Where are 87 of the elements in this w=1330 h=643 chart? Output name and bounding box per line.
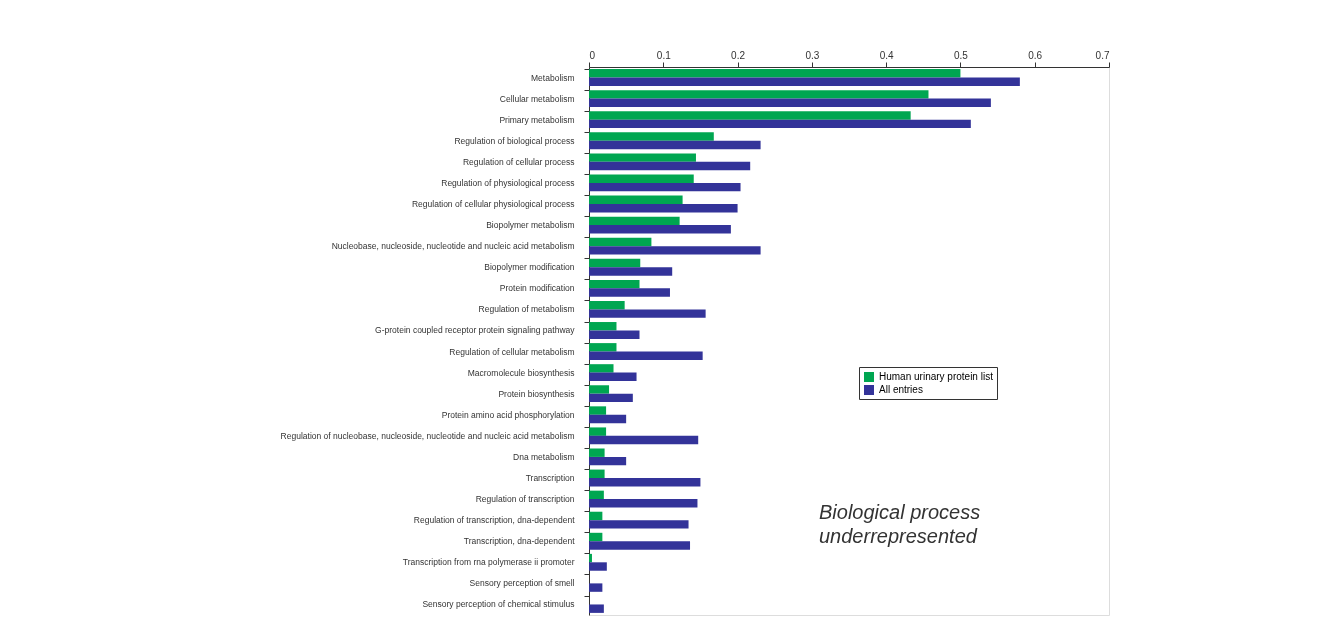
legend-label: Human urinary protein list [879, 371, 994, 382]
annotation: Biological process underrepresented [819, 501, 981, 547]
bar [589, 132, 714, 141]
y-tick-label: Transcription [525, 473, 575, 483]
bar [589, 511, 603, 521]
bar [589, 246, 761, 255]
bar [589, 385, 610, 394]
bar [589, 583, 603, 592]
y-tick-label: Regulation of metabolism [478, 304, 575, 315]
bar [589, 520, 689, 529]
bar [589, 414, 627, 424]
bar [589, 562, 607, 571]
y-tick-label: G-protein coupled receptor protein signaling pathway [375, 325, 576, 336]
bar [589, 288, 670, 297]
y-tick-label: Regulation of nucleobase, nucleoside, nucleotide and nucleic acid metabolism [280, 430, 575, 441]
bar [589, 182, 741, 192]
x-tick-label: 0.7 [1095, 49, 1110, 61]
bar [589, 490, 604, 500]
x-tick-label: 0.4 [879, 49, 895, 61]
x-tick-label: 0.5 [953, 49, 969, 61]
x-tick-label: 0.2 [731, 49, 746, 61]
bar [589, 77, 1020, 86]
bar [589, 364, 614, 373]
y-tick-label: Regulation of biological process [454, 135, 575, 146]
bar [589, 90, 929, 99]
bar [589, 541, 691, 550]
y-tick-label: Sensory perception of smell [469, 578, 575, 589]
y-tick-label: Biopolymer metabolism [486, 220, 575, 231]
bar [589, 478, 701, 487]
bar [589, 351, 703, 360]
y-tick-label: Regulation of transcription [475, 494, 575, 505]
bar [589, 161, 751, 171]
bar [589, 309, 706, 318]
y-tick-label: Dna metabolism [513, 451, 575, 462]
bar [589, 216, 680, 226]
bar [589, 98, 991, 108]
bar [589, 69, 961, 78]
y-tick-label: Cellular metabolism [499, 93, 575, 104]
y-tick-label: Macromolecule biosynthesis [467, 367, 575, 378]
y-tick-label: Transcription from rna polymerase ii promoter [402, 557, 575, 568]
y-tick-label: Protein modification [499, 283, 575, 294]
y-tick-label: Biopolymer modification [484, 262, 575, 273]
y-tick-label: Regulation of physiological process [441, 177, 575, 188]
bar [589, 237, 652, 247]
y-tick-label: Metabolism [531, 72, 575, 83]
y-tick-label: Nucleobase, nucleoside, nucleotide and nucleic acid metabolism [331, 241, 575, 252]
bar [589, 330, 640, 339]
bar [589, 427, 607, 436]
bar [589, 322, 617, 331]
bar [589, 174, 694, 183]
bar [589, 499, 698, 508]
bar [589, 343, 617, 352]
y-tick-label: Regulation of cellular process [462, 156, 575, 167]
bar [589, 279, 640, 289]
y-tick-label: Transcription, dna-dependent [463, 536, 576, 547]
x-tick-label: 0.6 [1028, 49, 1043, 61]
bar [589, 435, 699, 445]
x-tick-label: 0.3 [805, 49, 820, 61]
x-tick-label: 0 [589, 49, 596, 61]
bar [589, 258, 641, 268]
y-tick-label: Protein biosynthesis [498, 388, 575, 399]
legend-label: All entries [879, 384, 923, 395]
bar [589, 153, 696, 162]
bar [589, 532, 603, 542]
bar [589, 267, 673, 276]
bar [589, 604, 604, 613]
y-tick-label: Primary metabolism [499, 114, 575, 125]
bar [589, 456, 627, 466]
y-tick-label: Protein amino acid phosphorylation [441, 409, 575, 420]
bar [589, 111, 911, 120]
bar [589, 553, 592, 563]
bar [589, 225, 731, 234]
bar [589, 448, 605, 457]
bar [589, 393, 633, 403]
y-tick-label: Regulation of cellular physiological process [411, 199, 575, 209]
bar [589, 119, 971, 129]
y-tick-label: Sensory perception of chemical stimulus [422, 599, 575, 610]
y-tick-label: Regulation of transcription, dna-dependent [413, 515, 576, 526]
bar [589, 140, 761, 150]
bar [589, 195, 683, 204]
y-tick-label: Regulation of cellular metabolism [449, 346, 575, 357]
bar [589, 204, 738, 213]
bar [589, 469, 605, 478]
x-tick-label: 0.1 [656, 49, 672, 61]
bar [589, 300, 625, 310]
bar [589, 406, 607, 415]
bar [589, 372, 637, 382]
